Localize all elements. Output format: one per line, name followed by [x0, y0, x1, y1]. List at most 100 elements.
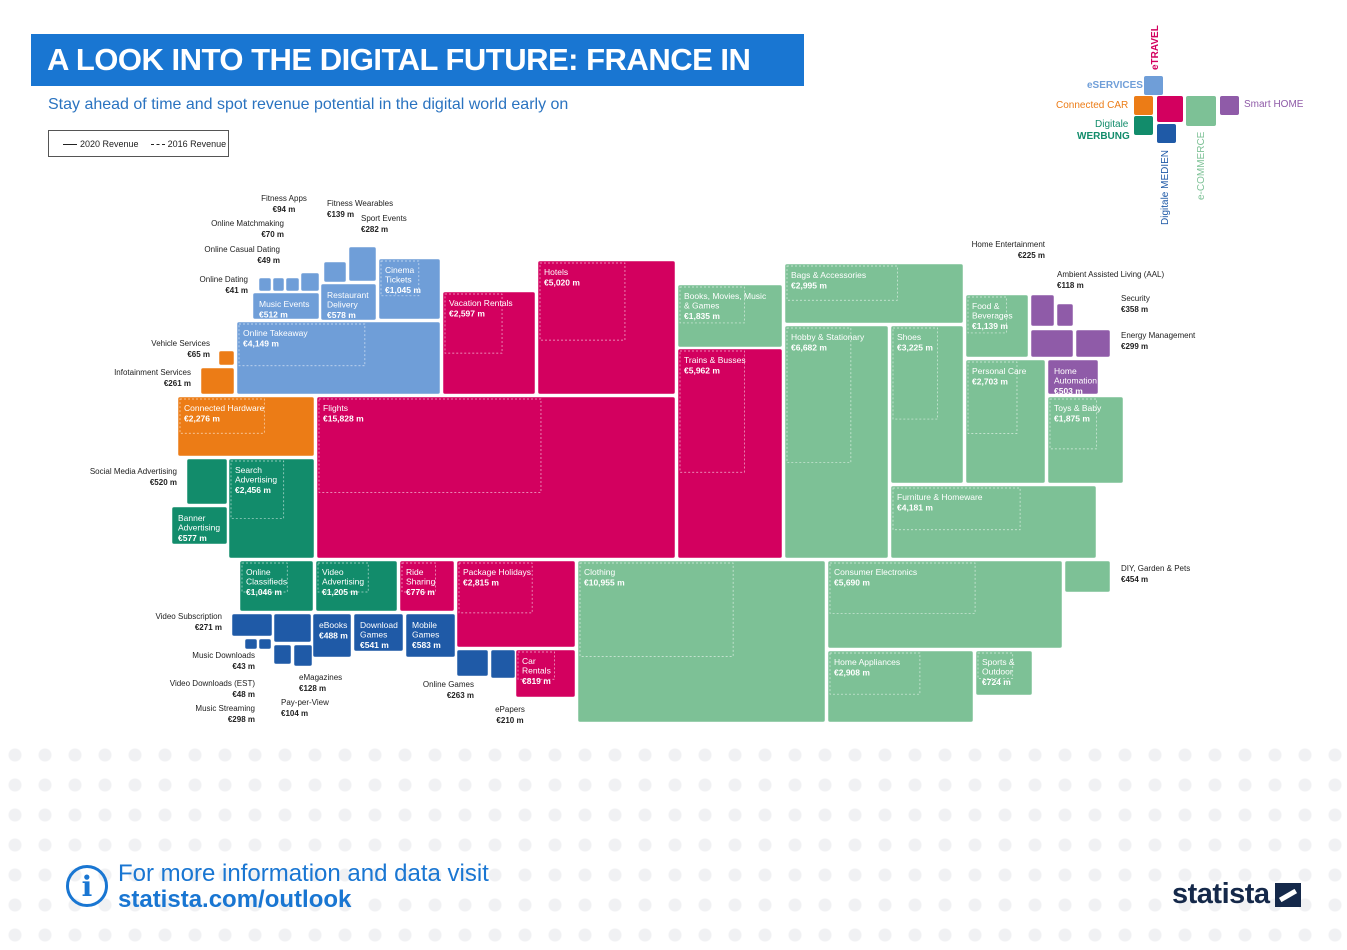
tile-ambient-assisted-living-aal: [1056, 303, 1074, 327]
key-werbung-2: WERBUNG: [1077, 131, 1130, 142]
outline-2016-books-movies-music-games: [679, 286, 745, 324]
tile-epapers: [490, 649, 516, 679]
tile-value-restaurant-delivery: €578 m: [327, 310, 356, 320]
tile-name-search-advertising: Advertising: [235, 475, 277, 485]
tile-value-furniture-homeware: €4,181 m: [897, 503, 933, 513]
tile-name-connected-hardware: Connected Hardware: [184, 403, 265, 413]
tile-search-advertising: [228, 458, 315, 559]
tile-value-consumer-electronics: €5,690 m: [834, 578, 870, 588]
outline-2016-package-holidays: [458, 562, 533, 614]
megaphone-icon: [1134, 116, 1153, 135]
label-value-fitness-wearables: €139 m: [327, 210, 354, 219]
label-name-online-games: Online Games: [423, 680, 474, 689]
label-value-video-downloads-est: €48 m: [232, 690, 255, 699]
tile-fitness-apps: [300, 272, 320, 292]
tile-name-online-classifieds: Classifieds: [246, 577, 287, 587]
tile-name-shoes: Shoes: [897, 332, 921, 342]
tile-home-entertainment: [1030, 294, 1055, 327]
tile-bags-accessories: [784, 263, 964, 324]
tile-value-personal-care: €2,703 m: [972, 377, 1008, 387]
outline-2016-video-advertising: [317, 562, 369, 593]
label-name-fitness-apps: Fitness Apps: [261, 194, 307, 203]
label-value-energy-management: €299 m: [1121, 342, 1148, 351]
tile-online-classifieds: [239, 560, 314, 612]
tile-sport-events: [348, 246, 377, 282]
tile-books-movies-music-games: [677, 284, 783, 348]
tile-ride-sharing: [399, 560, 455, 612]
tile-name-sports-outdoor: Sports &: [982, 657, 1015, 667]
tile-fitness-wearables: [323, 261, 347, 283]
tile-value-trains-busses: €5,962 m: [684, 366, 720, 376]
footer-link[interactable]: statista.com/outlook: [118, 886, 352, 913]
tile-shoes: [890, 325, 964, 484]
media-icon: [1157, 124, 1176, 143]
tile-value-download-games: €541 m: [360, 640, 389, 650]
tile-vehicle-services: [218, 350, 235, 366]
tile-music-downloads: [244, 638, 258, 650]
label-value-online-matchmaking: €70 m: [261, 230, 284, 239]
tile-value-cinema-tickets: €1,045 m: [385, 285, 421, 295]
tile-value-connected-hardware: €2,276 m: [184, 414, 220, 424]
outline-2016-sports-outdoor: [977, 652, 1014, 679]
tile-name-home-automation: Home: [1054, 366, 1077, 376]
tile-online-takeaway: [236, 321, 441, 395]
tile-hobby-stationary: [784, 325, 889, 559]
tile-name-restaurant-delivery: Restaurant: [327, 290, 369, 300]
label-value-infotainment-services: €261 m: [164, 379, 191, 388]
tile-name-video-advertising: Advertising: [322, 577, 364, 587]
tile-flights: [316, 396, 676, 559]
outline-2016-vacation-rentals: [444, 293, 503, 354]
suitcase-icon: [1157, 96, 1183, 122]
outline-2016-consumer-electronics: [829, 562, 976, 614]
tile-personal-care: [965, 359, 1046, 484]
key-werbung-1: Digitale: [1095, 119, 1129, 130]
tile-value-food-beverages: €1,139 m: [972, 321, 1008, 331]
label-name-online-matchmaking: Online Matchmaking: [211, 219, 284, 228]
outline-2016-online-classifieds: [241, 562, 288, 593]
tile-home-automation: [1047, 359, 1099, 395]
tile-name-car-rentals: Car: [522, 656, 536, 666]
outline-2016-trains-busses: [679, 350, 745, 473]
tile-name-toys-baby: Toys & Baby: [1054, 403, 1102, 413]
tile-value-banner-advertising: €577 m: [178, 533, 207, 543]
solid-line-icon: [63, 143, 77, 145]
tile-value-online-takeaway: €4,149 m: [243, 339, 279, 349]
key-connected-car: Connected CAR: [1056, 100, 1129, 111]
tile-restaurant-delivery: [320, 283, 377, 321]
tile-online-dating: [258, 277, 272, 292]
tile-value-package-holidays: €2,815 m: [463, 578, 499, 588]
tile-toys-baby: [1047, 396, 1124, 484]
tile-name-hobby-stationary: Hobby & Stationary: [791, 332, 865, 342]
statista-logo-icon: [1275, 883, 1301, 907]
label-name-online-dating: Online Dating: [200, 275, 248, 284]
label-value-sport-events: €282 m: [361, 225, 388, 234]
tile-name-banner-advertising: Advertising: [178, 523, 220, 533]
tile-sports-outdoor: [975, 650, 1033, 696]
legend-2016-label: 2016 Revenue: [167, 138, 227, 149]
outline-2016-home-appliances: [829, 652, 921, 695]
tile-name-food-beverages: Food &: [972, 301, 1000, 311]
label-value-security: €358 m: [1121, 305, 1148, 314]
dotted-background: [0, 740, 1347, 950]
label-name-pay-per-view: Pay-per-View: [281, 698, 329, 707]
tile-music-streaming: [273, 644, 292, 665]
tile-food-beverages: [965, 294, 1029, 358]
tile-name-cinema-tickets: Tickets: [385, 275, 412, 285]
legend: 2020 Revenue 2016 Revenue: [48, 130, 229, 157]
tile-consumer-electronics: [827, 560, 1063, 649]
tile-name-consumer-electronics: Consumer Electronics: [834, 567, 917, 577]
tile-value-search-advertising: €2,456 m: [235, 485, 271, 495]
footer-line1: For more information and data visit: [118, 860, 489, 887]
label-name-vehicle-services: Vehicle Services: [151, 339, 210, 348]
tile-value-hobby-stationary: €6,682 m: [791, 343, 827, 353]
tile-connected-hardware: [177, 396, 315, 457]
tile-name-package-holidays: Package Holidays: [463, 567, 531, 577]
label-value-social-media-advertising: €520 m: [150, 478, 177, 487]
label-name-music-streaming: Music Streaming: [195, 704, 255, 713]
tile-name-search-advertising: Search: [235, 465, 262, 475]
eservices-icon: [1144, 76, 1163, 95]
tile-name-sports-outdoor: Outdoor: [982, 667, 1013, 677]
label-value-music-downloads: €43 m: [232, 662, 255, 671]
tile-car-rentals: [515, 649, 576, 698]
tile-vacation-rentals: [442, 291, 536, 395]
